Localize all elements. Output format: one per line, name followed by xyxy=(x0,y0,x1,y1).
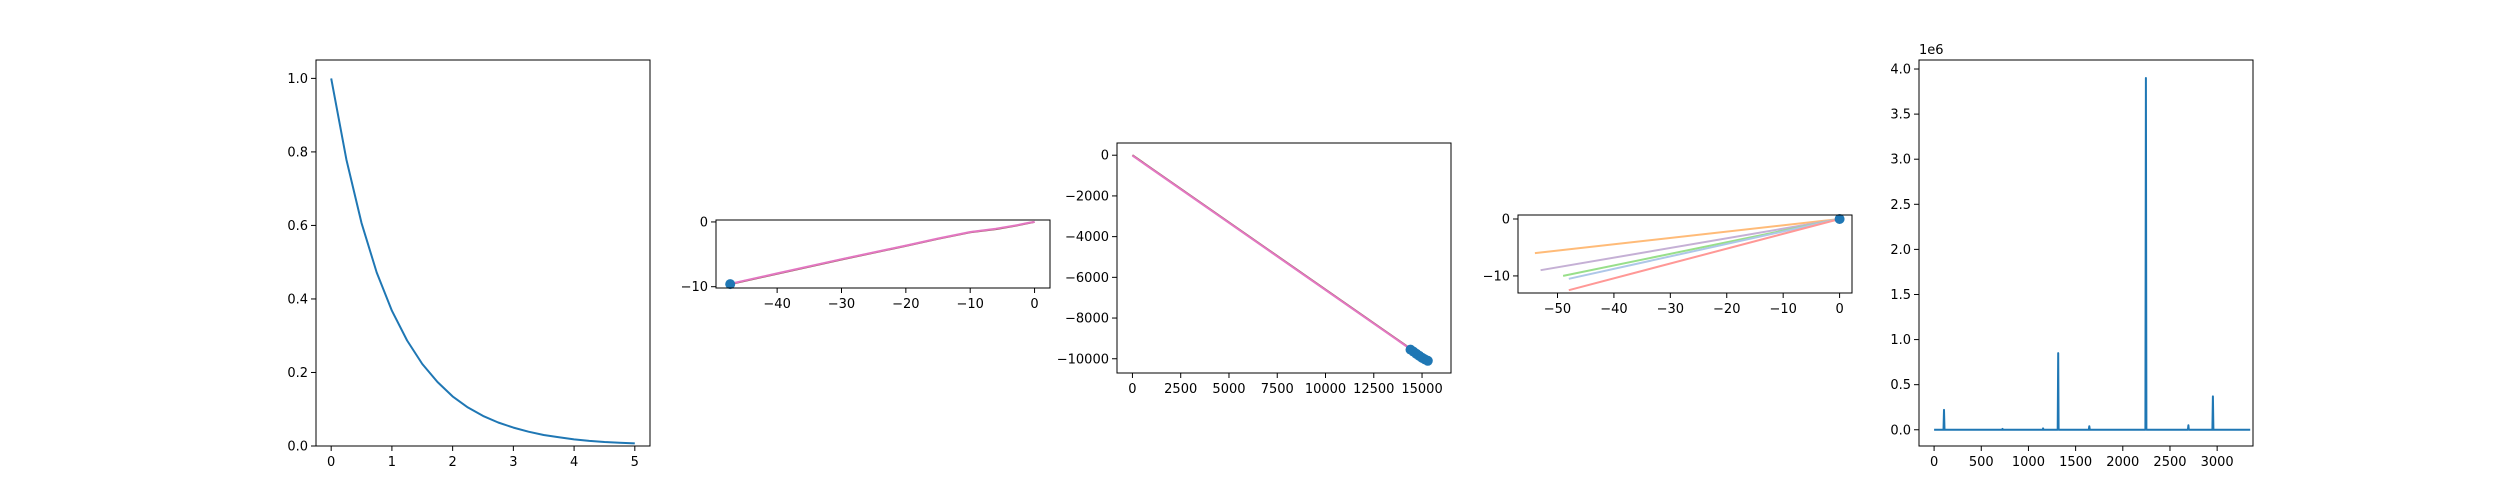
x-tick-label: 4 xyxy=(570,455,578,470)
y-tick-label: 0.0 xyxy=(287,440,308,455)
x-tick-label: 7500 xyxy=(1261,382,1294,397)
x-tick-label: −50 xyxy=(1544,302,1571,317)
x-tick-label: 500 xyxy=(1969,455,1994,470)
y-tick-label: −6000 xyxy=(1065,271,1109,286)
x-tick-label: 1000 xyxy=(2012,455,2045,470)
x-tick-label: 3000 xyxy=(2201,455,2234,470)
x-tick-label: 0 xyxy=(1930,455,1938,470)
series-line-4 xyxy=(1568,218,1840,280)
x-tick-label: 10000 xyxy=(1305,382,1346,397)
panel-trajectory-large: 0 2500 5000 7500 10000 12500 15000 −10000 −8000 −… xyxy=(1057,142,1452,397)
y-tick-label: 0 xyxy=(1101,149,1109,164)
x-tick-label: 1500 xyxy=(2059,455,2092,470)
x-tick-label: −30 xyxy=(1657,302,1684,317)
y-tick-label: 1.5 xyxy=(1890,288,1911,303)
y-tick-label: 0.4 xyxy=(287,292,308,307)
x-tick-label: −40 xyxy=(763,297,790,312)
y-tick-label: 0.2 xyxy=(287,366,308,381)
y-tick-label: 0 xyxy=(700,215,708,230)
y-tick-label: −10 xyxy=(681,280,708,295)
series-line-2 xyxy=(1540,218,1840,272)
x-tick-label: −30 xyxy=(828,297,855,312)
y-tick-label: 2.0 xyxy=(1890,243,1911,258)
x-tick-label: 0 xyxy=(327,455,335,470)
series-line-2 xyxy=(729,220,1035,285)
panel-fan-lines: −50 −40 −30 −20 −10 0 −10 0 xyxy=(1483,212,1853,317)
x-tick-label: 5000 xyxy=(1212,382,1245,397)
x-tick-label: 2000 xyxy=(2106,455,2139,470)
y-tick-label: −4000 xyxy=(1065,230,1109,245)
axes-frame xyxy=(315,59,651,447)
y-tick-label: 0.6 xyxy=(287,219,308,234)
axes-frame xyxy=(715,219,1051,289)
x-tick-label: 0 xyxy=(1128,382,1136,397)
y-tick-label: 4.0 xyxy=(1890,63,1911,78)
y-tick-label: 0.5 xyxy=(1890,378,1911,393)
series-line-5 xyxy=(1568,218,1840,292)
y-tick-label: −2000 xyxy=(1065,189,1109,204)
series-line-1 xyxy=(1534,218,1840,255)
y-tick-label: 0 xyxy=(1502,212,1510,227)
x-tick-label: 2 xyxy=(448,455,456,470)
y-tick-label: 0.8 xyxy=(287,145,308,160)
y-tick-label: 2.5 xyxy=(1890,198,1911,213)
axes-frame xyxy=(1116,142,1452,374)
data-point-1 xyxy=(1834,214,1845,224)
series-line-1 xyxy=(1934,77,2251,431)
series-line-1 xyxy=(330,78,635,445)
y-tick-label: 1.0 xyxy=(1890,333,1911,348)
data-point-7 xyxy=(1422,355,1433,366)
y-tick-label: 0.0 xyxy=(1890,423,1911,438)
panel-spike-series: 0 500 1000 1500 2000 2500 3000 0.0 0.5 1.0 1.5 2.0 2… xyxy=(1890,43,2254,470)
y-tick-label: 1.0 xyxy=(287,72,308,87)
x-tick-label: −10 xyxy=(956,297,983,312)
panel-exp-decay: 0 1 2 3 4 5 0.0 0.2 0.4 0.6 0.8 1.0 xyxy=(287,59,651,470)
x-tick-label: 2500 xyxy=(1164,382,1197,397)
data-point-1 xyxy=(725,279,736,290)
x-tick-label: 15000 xyxy=(1401,382,1442,397)
x-tick-label: 2500 xyxy=(2153,455,2186,470)
x-tick-label: −20 xyxy=(892,297,919,312)
x-tick-label: −40 xyxy=(1600,302,1627,317)
axes-frame xyxy=(1517,214,1853,294)
x-tick-label: 3 xyxy=(509,455,517,470)
series-line-2 xyxy=(1131,154,1429,363)
y-offset-label: 1e6 xyxy=(1919,43,1944,58)
series-line-1 xyxy=(729,220,1035,286)
x-tick-label: −20 xyxy=(1713,302,1740,317)
x-tick-label: 0 xyxy=(1835,302,1843,317)
x-tick-label: 5 xyxy=(631,455,639,470)
y-tick-label: 3.0 xyxy=(1890,153,1911,168)
x-tick-label: 12500 xyxy=(1353,382,1394,397)
panel-trajectory-small: −40 −30 −20 −10 0 −10 0 xyxy=(681,215,1051,312)
x-tick-label: −10 xyxy=(1769,302,1796,317)
x-tick-label: 1 xyxy=(388,455,396,470)
x-tick-label: 0 xyxy=(1030,297,1038,312)
y-tick-label: −8000 xyxy=(1065,312,1109,327)
axes-frame xyxy=(1918,59,2254,447)
y-tick-label: 3.5 xyxy=(1890,108,1911,123)
y-tick-label: −10000 xyxy=(1057,352,1109,367)
y-tick-label: −10 xyxy=(1483,269,1510,284)
